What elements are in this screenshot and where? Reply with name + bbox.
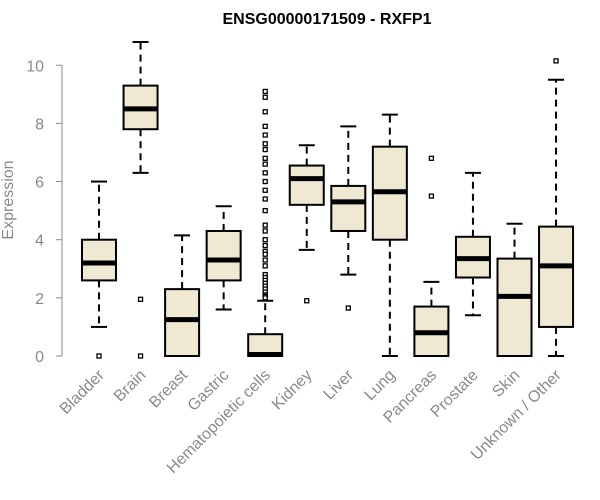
category-label: Liver	[321, 366, 358, 403]
y-tick-label: 10	[26, 58, 44, 75]
outlier-point	[262, 161, 268, 167]
category-label: Bladder	[57, 366, 108, 417]
iqr-box	[330, 184, 367, 232]
outlier-point	[262, 170, 268, 176]
outlier-point	[262, 123, 268, 129]
outlier-point	[262, 88, 268, 95]
outlier-point	[262, 263, 268, 269]
iqr-box	[205, 229, 242, 282]
iqr-box	[538, 225, 575, 328]
box-lung	[371, 113, 408, 357]
outlier-point	[262, 94, 268, 100]
outlier-point	[262, 141, 268, 147]
outlier-point	[262, 132, 268, 138]
box-skin	[496, 222, 533, 357]
box-bladder	[81, 180, 117, 359]
outlier-point	[262, 178, 268, 185]
outlier-point	[262, 207, 268, 214]
outlier-point	[137, 353, 144, 359]
y-axis-label: Expression	[0, 160, 17, 239]
outlier-point	[262, 242, 268, 249]
box-pancreas	[413, 155, 450, 357]
y-tick-label: 8	[35, 116, 44, 133]
iqr-box	[496, 257, 533, 357]
outlier-point	[262, 146, 268, 153]
iqr-box	[164, 288, 201, 358]
y-tick-label: 6	[35, 175, 44, 192]
box-gastric	[205, 205, 242, 311]
outlier-point	[262, 222, 268, 228]
category-label: Breast	[146, 366, 191, 411]
outlier-point	[137, 296, 144, 302]
outlier-point	[262, 155, 268, 161]
outlier-point	[262, 187, 268, 193]
outlier-point	[553, 58, 559, 64]
outlier-point	[262, 257, 268, 263]
box-liver	[330, 125, 367, 311]
box-breast	[164, 234, 201, 358]
iqr-box	[81, 238, 117, 282]
iqr-box	[288, 164, 325, 206]
category-label: Lung	[361, 367, 398, 404]
category-label: Skin	[489, 367, 523, 401]
outlier-point	[262, 196, 268, 202]
outlier-point	[96, 353, 102, 359]
outlier-point	[304, 298, 310, 304]
box-hematopoietic-cells	[247, 88, 284, 358]
box-prostate	[454, 171, 491, 317]
y-tick-label: 2	[35, 291, 44, 308]
outlier-point	[262, 237, 268, 243]
outlier-point	[262, 295, 268, 301]
y-tick-label: 0	[35, 349, 44, 366]
outlier-point	[428, 193, 435, 199]
outlier-point	[262, 228, 268, 234]
box-layer	[81, 41, 575, 359]
outlier-point	[262, 251, 268, 257]
box-kidney	[288, 144, 325, 304]
box-unknown-other	[538, 58, 575, 357]
outlier-point	[262, 109, 268, 115]
outlier-point	[345, 305, 351, 311]
chart-title: ENSG00000171509 - RXFP1	[222, 11, 431, 28]
outlier-point	[428, 155, 435, 161]
y-axis: 0 2 4 6 8 10	[26, 58, 63, 366]
category-label: Kidney	[269, 367, 316, 414]
category-label: Brain	[111, 367, 149, 405]
y-tick-label: 4	[35, 233, 44, 250]
box-brain	[122, 41, 159, 359]
